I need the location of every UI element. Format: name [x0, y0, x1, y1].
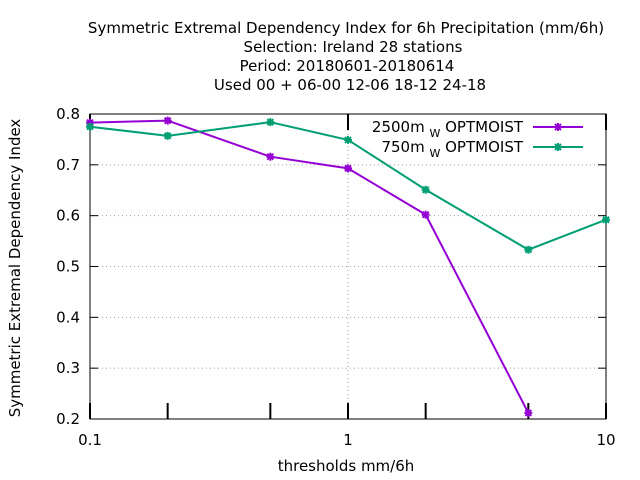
- data-point: [344, 135, 352, 144]
- data-point: [163, 131, 172, 140]
- legend-item-2: 750m W OPTMOIST: [381, 138, 583, 160]
- series-group: [86, 116, 610, 417]
- legend-marker: [554, 143, 562, 151]
- data-point: [421, 210, 430, 219]
- y-axis-label: Symmetric Extremal Dependency Index: [6, 119, 24, 418]
- legend-label: 750m W OPTMOIST: [381, 138, 523, 160]
- data-point: [86, 122, 94, 131]
- y-tick-label: 0.3: [56, 359, 80, 377]
- data-point: [421, 185, 430, 194]
- series-2: [86, 118, 610, 254]
- x-tick-label: 10: [596, 431, 615, 449]
- x-axis-label: thresholds mm/6h: [278, 457, 415, 475]
- y-tick-label: 0.2: [56, 410, 80, 428]
- series-1: [86, 116, 533, 417]
- x-tick-label: 1: [343, 431, 353, 449]
- legend-marker: [554, 123, 562, 131]
- title-line-2: Selection: Ireland 28 stations: [244, 38, 463, 56]
- legend-item-1: 2500m W OPTMOIST: [372, 118, 583, 140]
- y-tick-label: 0.7: [56, 156, 80, 174]
- title-line-1: Symmetric Extremal Dependency Index for …: [88, 19, 604, 37]
- chart-title: Symmetric Extremal Dependency Index for …: [88, 19, 604, 94]
- data-point: [86, 118, 94, 127]
- legend-label: 2500m W OPTMOIST: [372, 118, 524, 140]
- y-tick-label: 0.6: [56, 207, 80, 225]
- data-point: [344, 164, 352, 173]
- y-tick-label: 0.4: [56, 308, 80, 326]
- series-line: [89, 119, 530, 414]
- y-tick-label: 0.8: [56, 105, 80, 123]
- data-point: [163, 116, 172, 125]
- axis-ticks: 0.2 0.3 0.4 0.5 0.6 0.7 0.8 0.1 1 10: [56, 105, 615, 449]
- data-point: [266, 152, 275, 161]
- data-point: [602, 215, 610, 224]
- y-tick-label: 0.5: [56, 258, 80, 276]
- data-point: [266, 118, 275, 127]
- plot-frame: [89, 113, 607, 420]
- data-point: [524, 245, 533, 254]
- title-line-3: Period: 20180601-20180614: [240, 57, 455, 75]
- data-point: [524, 408, 533, 417]
- gridlines: [90, 114, 606, 419]
- x-tick-label: 0.1: [78, 431, 102, 449]
- title-line-4: Used 00 + 06-00 12-06 18-12 24-18: [214, 76, 486, 94]
